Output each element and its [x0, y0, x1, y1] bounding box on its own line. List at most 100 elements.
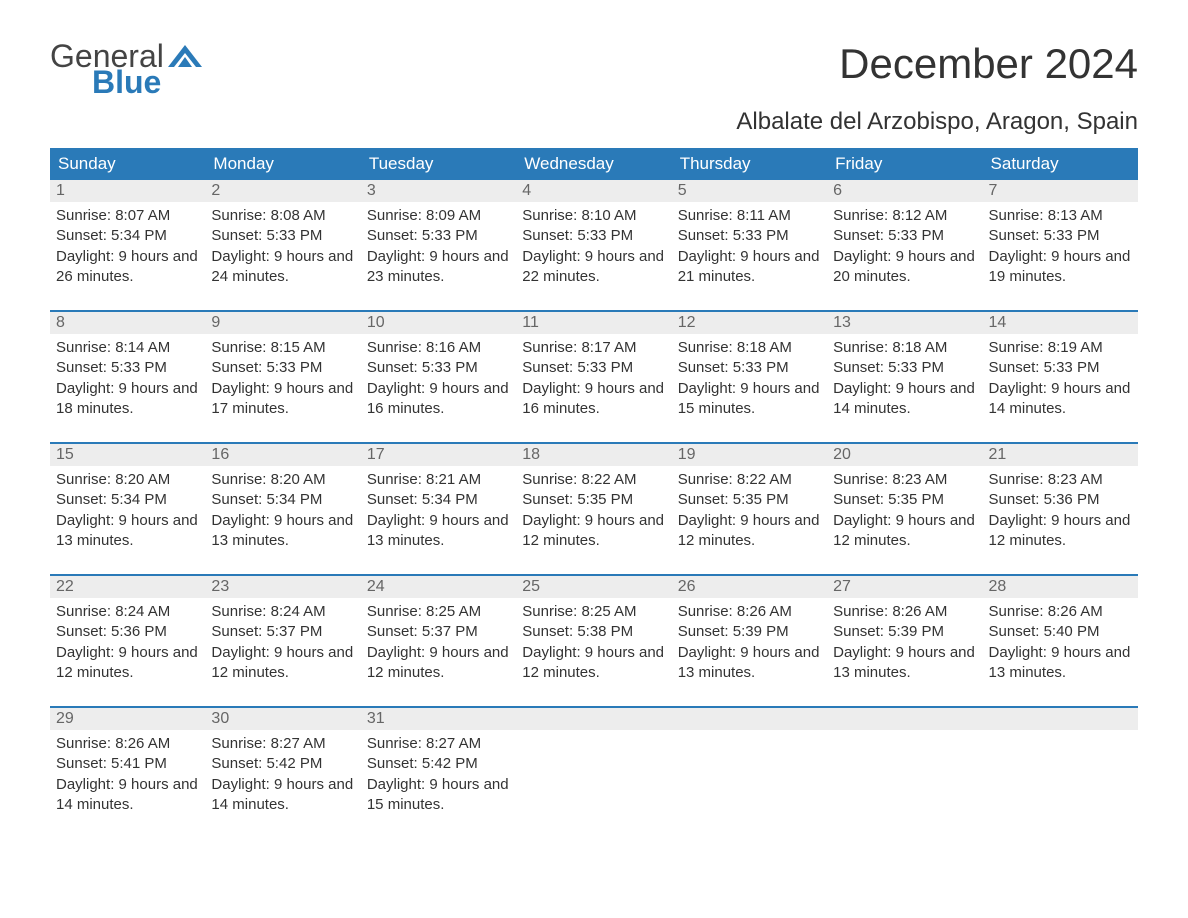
- day-cell: 8Sunrise: 8:14 AMSunset: 5:33 PMDaylight…: [50, 312, 205, 442]
- sunset-label: Sunset:: [833, 623, 888, 640]
- day-cell: 15Sunrise: 8:20 AMSunset: 5:34 PMDayligh…: [50, 444, 205, 574]
- sunrise-line: Sunrise: 8:12 AM: [833, 206, 976, 226]
- sunset-value: 5:33 PM: [888, 227, 944, 244]
- sunrise-label: Sunrise:: [678, 603, 737, 620]
- day-content: Sunrise: 8:26 AMSunset: 5:39 PMDaylight:…: [672, 598, 827, 691]
- sunrise-line: Sunrise: 8:27 AM: [367, 734, 510, 754]
- daylight-line: Daylight: 9 hours and 12 minutes.: [833, 511, 976, 552]
- sunset-label: Sunset:: [678, 491, 733, 508]
- sunrise-value: 8:20 AM: [271, 471, 326, 488]
- day-number: 27: [827, 576, 982, 598]
- sunrise-value: 8:25 AM: [426, 603, 481, 620]
- day-number: 9: [205, 312, 360, 334]
- title-block: December 2024: [839, 40, 1138, 88]
- sunset-line: Sunset: 5:34 PM: [211, 490, 354, 510]
- weekday-header: Thursday: [672, 148, 827, 180]
- day-number: 23: [205, 576, 360, 598]
- sunset-label: Sunset:: [367, 623, 422, 640]
- day-content: Sunrise: 8:15 AMSunset: 5:33 PMDaylight:…: [205, 334, 360, 427]
- sunset-label: Sunset:: [367, 227, 422, 244]
- sunrise-line: Sunrise: 8:10 AM: [522, 206, 665, 226]
- sunset-line: Sunset: 5:34 PM: [56, 226, 199, 246]
- day-content: Sunrise: 8:26 AMSunset: 5:39 PMDaylight:…: [827, 598, 982, 691]
- sunset-label: Sunset:: [211, 623, 266, 640]
- day-content: Sunrise: 8:24 AMSunset: 5:36 PMDaylight:…: [50, 598, 205, 691]
- daylight-line: Daylight: 9 hours and 19 minutes.: [989, 247, 1132, 288]
- sunset-value: 5:35 PM: [577, 491, 633, 508]
- day-cell: 24Sunrise: 8:25 AMSunset: 5:37 PMDayligh…: [361, 576, 516, 706]
- day-content: Sunrise: 8:11 AMSunset: 5:33 PMDaylight:…: [672, 202, 827, 295]
- sunset-line: Sunset: 5:35 PM: [833, 490, 976, 510]
- day-number: 8: [50, 312, 205, 334]
- daylight-line: Daylight: 9 hours and 13 minutes.: [989, 643, 1132, 684]
- sunrise-label: Sunrise:: [211, 339, 270, 356]
- sunrise-label: Sunrise:: [211, 471, 270, 488]
- daylight-label: Daylight:: [678, 248, 741, 265]
- sunrise-value: 8:08 AM: [271, 207, 326, 224]
- sunset-line: Sunset: 5:33 PM: [989, 226, 1132, 246]
- sunrise-value: 8:19 AM: [1048, 339, 1103, 356]
- sunrise-value: 8:26 AM: [1048, 603, 1103, 620]
- daylight-line: Daylight: 9 hours and 12 minutes.: [211, 643, 354, 684]
- sunset-line: Sunset: 5:40 PM: [989, 622, 1132, 642]
- sunset-label: Sunset:: [211, 227, 266, 244]
- sunrise-value: 8:13 AM: [1048, 207, 1103, 224]
- sunset-value: 5:33 PM: [266, 227, 322, 244]
- sunrise-value: 8:22 AM: [737, 471, 792, 488]
- sunset-line: Sunset: 5:33 PM: [833, 358, 976, 378]
- sunset-label: Sunset:: [989, 623, 1044, 640]
- sunrise-value: 8:15 AM: [271, 339, 326, 356]
- sunrise-label: Sunrise:: [211, 207, 270, 224]
- day-number: 6: [827, 180, 982, 202]
- day-number: 30: [205, 708, 360, 730]
- day-cell: 18Sunrise: 8:22 AMSunset: 5:35 PMDayligh…: [516, 444, 671, 574]
- day-cell: 31Sunrise: 8:27 AMSunset: 5:42 PMDayligh…: [361, 708, 516, 838]
- daylight-label: Daylight:: [522, 248, 585, 265]
- sunrise-line: Sunrise: 8:11 AM: [678, 206, 821, 226]
- day-cell: 6Sunrise: 8:12 AMSunset: 5:33 PMDaylight…: [827, 180, 982, 310]
- day-number: 25: [516, 576, 671, 598]
- sunset-value: 5:35 PM: [888, 491, 944, 508]
- sunrise-label: Sunrise:: [56, 471, 115, 488]
- sunrise-line: Sunrise: 8:24 AM: [211, 602, 354, 622]
- day-cell: [516, 708, 671, 838]
- sunset-value: 5:33 PM: [422, 227, 478, 244]
- page-title: December 2024: [839, 40, 1138, 88]
- sunset-value: 5:42 PM: [422, 755, 478, 772]
- sunrise-line: Sunrise: 8:17 AM: [522, 338, 665, 358]
- daylight-line: Daylight: 9 hours and 12 minutes.: [56, 643, 199, 684]
- sunset-label: Sunset:: [56, 491, 111, 508]
- sunset-label: Sunset:: [56, 623, 111, 640]
- daylight-label: Daylight:: [989, 644, 1052, 661]
- day-cell: 2Sunrise: 8:08 AMSunset: 5:33 PMDaylight…: [205, 180, 360, 310]
- day-number: 29: [50, 708, 205, 730]
- sunset-label: Sunset:: [211, 359, 266, 376]
- sunset-line: Sunset: 5:33 PM: [367, 226, 510, 246]
- daylight-line: Daylight: 9 hours and 12 minutes.: [367, 643, 510, 684]
- sunrise-value: 8:26 AM: [892, 603, 947, 620]
- day-cell: 3Sunrise: 8:09 AMSunset: 5:33 PMDaylight…: [361, 180, 516, 310]
- sunset-label: Sunset:: [56, 227, 111, 244]
- day-content: Sunrise: 8:19 AMSunset: 5:33 PMDaylight:…: [983, 334, 1138, 427]
- sunrise-value: 8:27 AM: [426, 735, 481, 752]
- sunset-label: Sunset:: [989, 227, 1044, 244]
- day-cell: 29Sunrise: 8:26 AMSunset: 5:41 PMDayligh…: [50, 708, 205, 838]
- daylight-line: Daylight: 9 hours and 14 minutes.: [56, 775, 199, 816]
- day-number: 20: [827, 444, 982, 466]
- sunrise-value: 8:07 AM: [115, 207, 170, 224]
- sunset-label: Sunset:: [833, 359, 888, 376]
- sunset-label: Sunset:: [211, 491, 266, 508]
- daylight-label: Daylight:: [211, 380, 274, 397]
- daylight-label: Daylight:: [989, 248, 1052, 265]
- sunset-value: 5:40 PM: [1044, 623, 1100, 640]
- day-cell: [672, 708, 827, 838]
- day-cell: 22Sunrise: 8:24 AMSunset: 5:36 PMDayligh…: [50, 576, 205, 706]
- daylight-label: Daylight:: [367, 776, 430, 793]
- day-cell: 26Sunrise: 8:26 AMSunset: 5:39 PMDayligh…: [672, 576, 827, 706]
- sunrise-label: Sunrise:: [522, 471, 581, 488]
- sunrise-line: Sunrise: 8:24 AM: [56, 602, 199, 622]
- day-content: Sunrise: 8:09 AMSunset: 5:33 PMDaylight:…: [361, 202, 516, 295]
- weekday-header: Monday: [205, 148, 360, 180]
- sunrise-label: Sunrise:: [833, 339, 892, 356]
- sunset-label: Sunset:: [522, 623, 577, 640]
